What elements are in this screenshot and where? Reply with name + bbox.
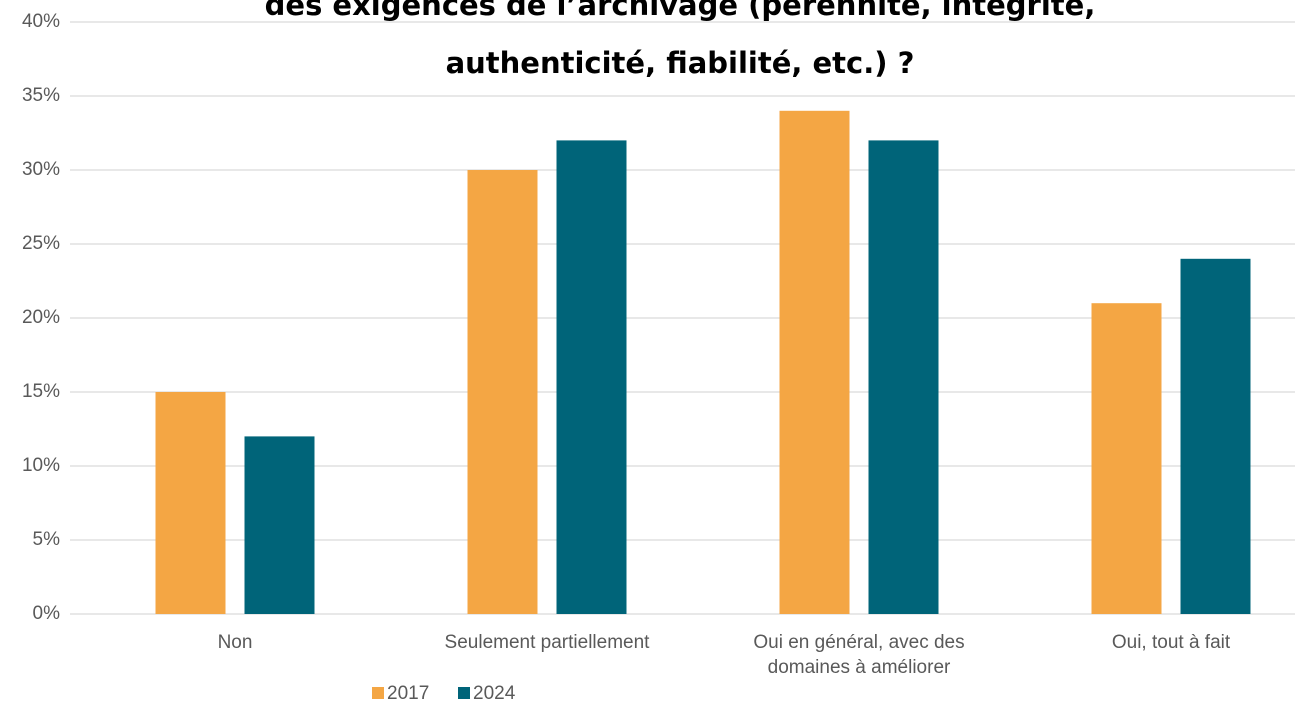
x-tick-label: Oui, tout à fait <box>1111 632 1231 653</box>
y-tick-label: 10% <box>22 455 60 476</box>
y-tick-label: 35% <box>22 85 60 106</box>
legend-swatch <box>372 687 384 699</box>
y-tick-label: 25% <box>22 233 60 254</box>
x-tick-label: Non <box>217 632 253 653</box>
x-tick-label: Oui en général, avec des domaines à amél… <box>753 632 965 678</box>
chart-title: authenticité, fiabilité, etc.) ? <box>445 46 915 80</box>
bar <box>868 140 939 614</box>
y-tick-label: 30% <box>22 159 60 180</box>
y-tick-label: 15% <box>22 381 60 402</box>
y-tick-label: 20% <box>22 307 60 328</box>
bar <box>467 170 538 614</box>
bar <box>244 436 315 614</box>
bar <box>556 140 627 614</box>
y-tick-label: 40% <box>22 11 60 32</box>
x-tick-label: Seulement partiellement <box>444 632 650 653</box>
bar <box>155 392 226 614</box>
bar <box>779 110 850 615</box>
bar <box>1091 303 1162 614</box>
y-tick-label: 0% <box>33 603 61 624</box>
chart-title: des exigences de l’archivage (pérennité,… <box>264 0 1096 22</box>
y-tick-label: 5% <box>33 529 61 550</box>
legend-label: 2017 <box>387 683 429 704</box>
legend-label: 2024 <box>473 683 516 704</box>
bar <box>1180 258 1251 614</box>
legend-swatch <box>458 687 470 699</box>
